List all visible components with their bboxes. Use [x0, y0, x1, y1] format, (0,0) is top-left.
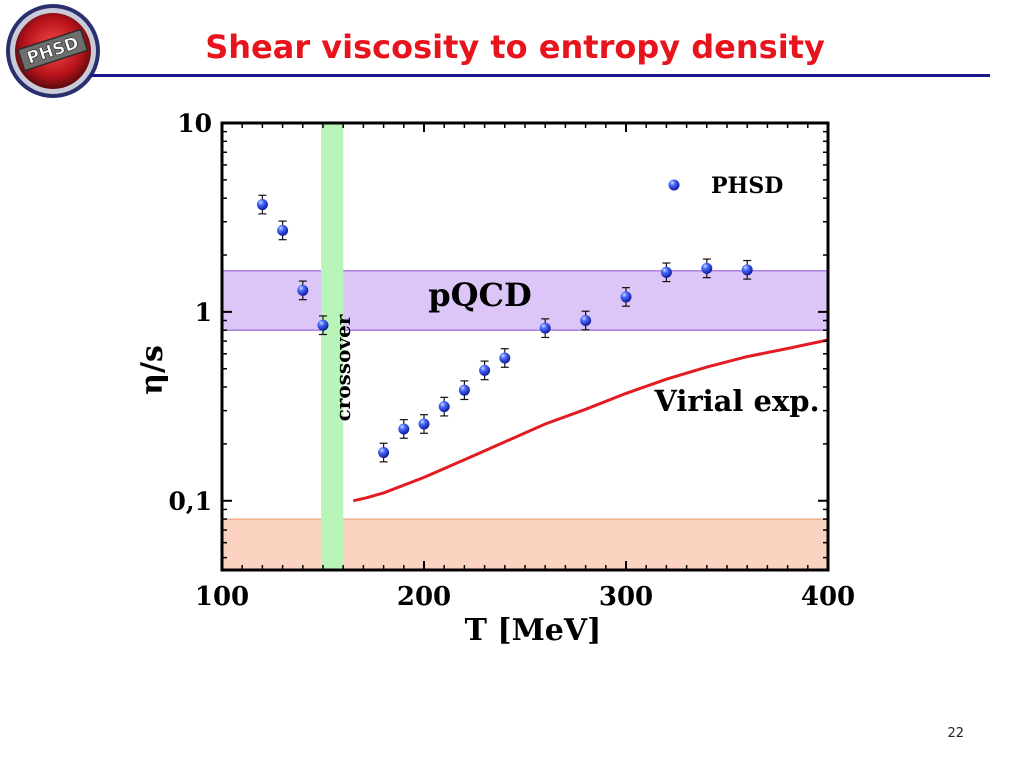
- legend-marker: [668, 179, 680, 191]
- virial-exp-label: Virial exp.: [653, 384, 819, 418]
- lower-band: [222, 518, 828, 570]
- phsd-point: [297, 284, 309, 296]
- phsd-point: [378, 447, 390, 459]
- phsd-point: [398, 423, 410, 435]
- x-tick-label: 100: [195, 582, 249, 612]
- phsd-point: [539, 322, 551, 334]
- title-divider: [90, 74, 990, 77]
- phsd-point: [438, 401, 450, 413]
- crossover-label: crossover: [331, 314, 355, 421]
- x-tick-label: 400: [801, 582, 855, 612]
- phsd-point: [580, 315, 592, 327]
- phsd-point: [660, 266, 672, 278]
- phsd-point: [277, 224, 289, 236]
- phsd-point: [741, 264, 753, 276]
- phsd-point: [499, 352, 511, 364]
- crossover-band: [321, 123, 344, 570]
- phsd-point: [458, 384, 470, 396]
- phsd-point: [418, 418, 430, 430]
- phsd-point: [479, 364, 491, 376]
- page-number: 22: [947, 726, 964, 741]
- phsd-point: [256, 199, 268, 211]
- y-tick-label: 1: [195, 298, 212, 327]
- y-tick-label: 10: [177, 109, 212, 138]
- pqcd-label: pQCD: [428, 276, 531, 314]
- y-axis-label: η/s: [135, 345, 170, 395]
- legend-label: PHSD: [711, 173, 783, 199]
- phsd-point: [317, 319, 329, 331]
- x-tick-label: 200: [397, 582, 451, 612]
- phsd-point: [620, 291, 632, 303]
- x-axis-label: T [MeV]: [465, 613, 602, 648]
- y-tick-label: 0,1: [169, 487, 213, 516]
- virial-exp-line: [352, 338, 828, 503]
- phsd-logo: PHSD: [4, 2, 102, 100]
- slide-title: Shear viscosity to entropy density: [205, 28, 825, 66]
- x-tick-label: 300: [599, 582, 653, 612]
- phsd-point: [701, 262, 713, 274]
